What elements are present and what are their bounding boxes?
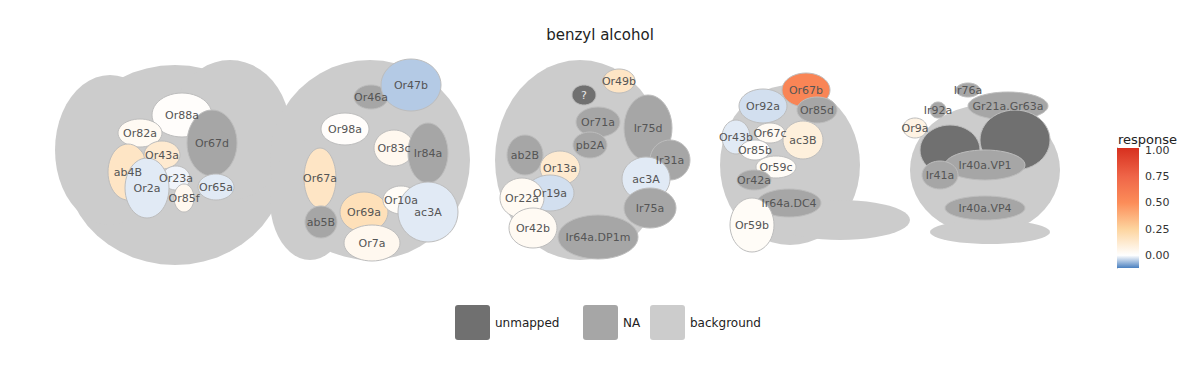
svg-text:Ir41a: Ir41a bbox=[926, 169, 955, 182]
svg-text:Or19a: Or19a bbox=[533, 186, 567, 200]
svg-text:Or10a: Or10a bbox=[384, 194, 418, 207]
svg-text:Or85f: Or85f bbox=[168, 192, 200, 205]
svg-text:background: background bbox=[690, 316, 761, 330]
svg-text:Or47b: Or47b bbox=[394, 79, 428, 92]
svg-text:response: response bbox=[1118, 132, 1177, 147]
svg-text:Ir92a: Ir92a bbox=[924, 104, 953, 117]
svg-text:Or67d: Or67d bbox=[195, 137, 229, 150]
svg-text:Or22a: Or22a bbox=[505, 192, 539, 205]
svg-text:Or2a: Or2a bbox=[134, 182, 161, 195]
svg-text:0.25: 0.25 bbox=[1145, 223, 1170, 236]
svg-text:0.00: 0.00 bbox=[1145, 249, 1170, 262]
svg-text:ac3A: ac3A bbox=[632, 173, 660, 186]
svg-text:Or59b: Or59b bbox=[735, 219, 769, 232]
svg-text:Or65a: Or65a bbox=[199, 181, 233, 194]
svg-text:Or49b: Or49b bbox=[602, 75, 636, 88]
svg-text:?: ? bbox=[581, 89, 587, 102]
svg-text:benzyl alcohol: benzyl alcohol bbox=[546, 26, 654, 44]
svg-text:0.50: 0.50 bbox=[1145, 196, 1170, 209]
svg-text:Or9a: Or9a bbox=[902, 122, 929, 135]
svg-text:NA: NA bbox=[623, 316, 641, 330]
svg-text:ab5B: ab5B bbox=[307, 216, 335, 229]
svg-text:Or92a: Or92a bbox=[746, 100, 780, 113]
svg-text:pb2A: pb2A bbox=[576, 139, 605, 152]
svg-text:Ir40a.VP1: Ir40a.VP1 bbox=[958, 159, 1011, 172]
svg-text:Or13a: Or13a bbox=[543, 162, 577, 175]
svg-text:Ir75a: Ir75a bbox=[636, 202, 665, 215]
svg-text:Or67b: Or67b bbox=[789, 84, 823, 97]
svg-text:unmapped: unmapped bbox=[495, 316, 560, 330]
svg-text:Or7a: Or7a bbox=[359, 237, 386, 250]
svg-text:Or83c: Or83c bbox=[377, 142, 410, 155]
svg-text:0.75: 0.75 bbox=[1145, 170, 1170, 183]
svg-text:Or67a: Or67a bbox=[303, 172, 337, 185]
svg-text:Or67c: Or67c bbox=[753, 127, 786, 140]
svg-text:Ir64a.DC4: Ir64a.DC4 bbox=[761, 197, 816, 210]
svg-text:Or43b: Or43b bbox=[719, 131, 753, 144]
svg-text:Ir75d: Ir75d bbox=[634, 122, 663, 135]
svg-text:Or69a: Or69a bbox=[347, 206, 381, 219]
svg-text:Ir31a: Ir31a bbox=[656, 154, 685, 167]
svg-text:ac3A: ac3A bbox=[414, 206, 442, 219]
svg-text:Or82a: Or82a bbox=[123, 127, 157, 140]
svg-text:Or43a: Or43a bbox=[145, 149, 179, 162]
svg-text:Ir64a.DP1m: Ir64a.DP1m bbox=[566, 231, 631, 244]
svg-text:Or85d: Or85d bbox=[800, 104, 834, 117]
svg-text:Or71a: Or71a bbox=[581, 116, 615, 129]
svg-text:Gr21a.Gr63a: Gr21a.Gr63a bbox=[972, 100, 1043, 113]
svg-text:ac3B: ac3B bbox=[789, 134, 816, 147]
svg-text:Or59c: Or59c bbox=[759, 161, 792, 174]
svg-text:1.00: 1.00 bbox=[1145, 143, 1170, 157]
svg-text:Ir40a.VP4: Ir40a.VP4 bbox=[958, 202, 1011, 215]
svg-text:Ir76a: Ir76a bbox=[954, 84, 983, 97]
svg-text:Or42a: Or42a bbox=[737, 174, 771, 187]
svg-text:Or85b: Or85b bbox=[738, 144, 772, 157]
svg-text:Or98a: Or98a bbox=[328, 123, 362, 136]
svg-text:Or46a: Or46a bbox=[354, 91, 388, 104]
svg-text:Or42b: Or42b bbox=[516, 222, 550, 235]
svg-text:ab4B: ab4B bbox=[114, 166, 142, 179]
svg-text:Or23a: Or23a bbox=[159, 172, 193, 185]
svg-text:ab2B: ab2B bbox=[511, 149, 539, 162]
svg-text:Ir84a: Ir84a bbox=[414, 147, 443, 160]
svg-text:Or88a: Or88a bbox=[165, 109, 199, 122]
